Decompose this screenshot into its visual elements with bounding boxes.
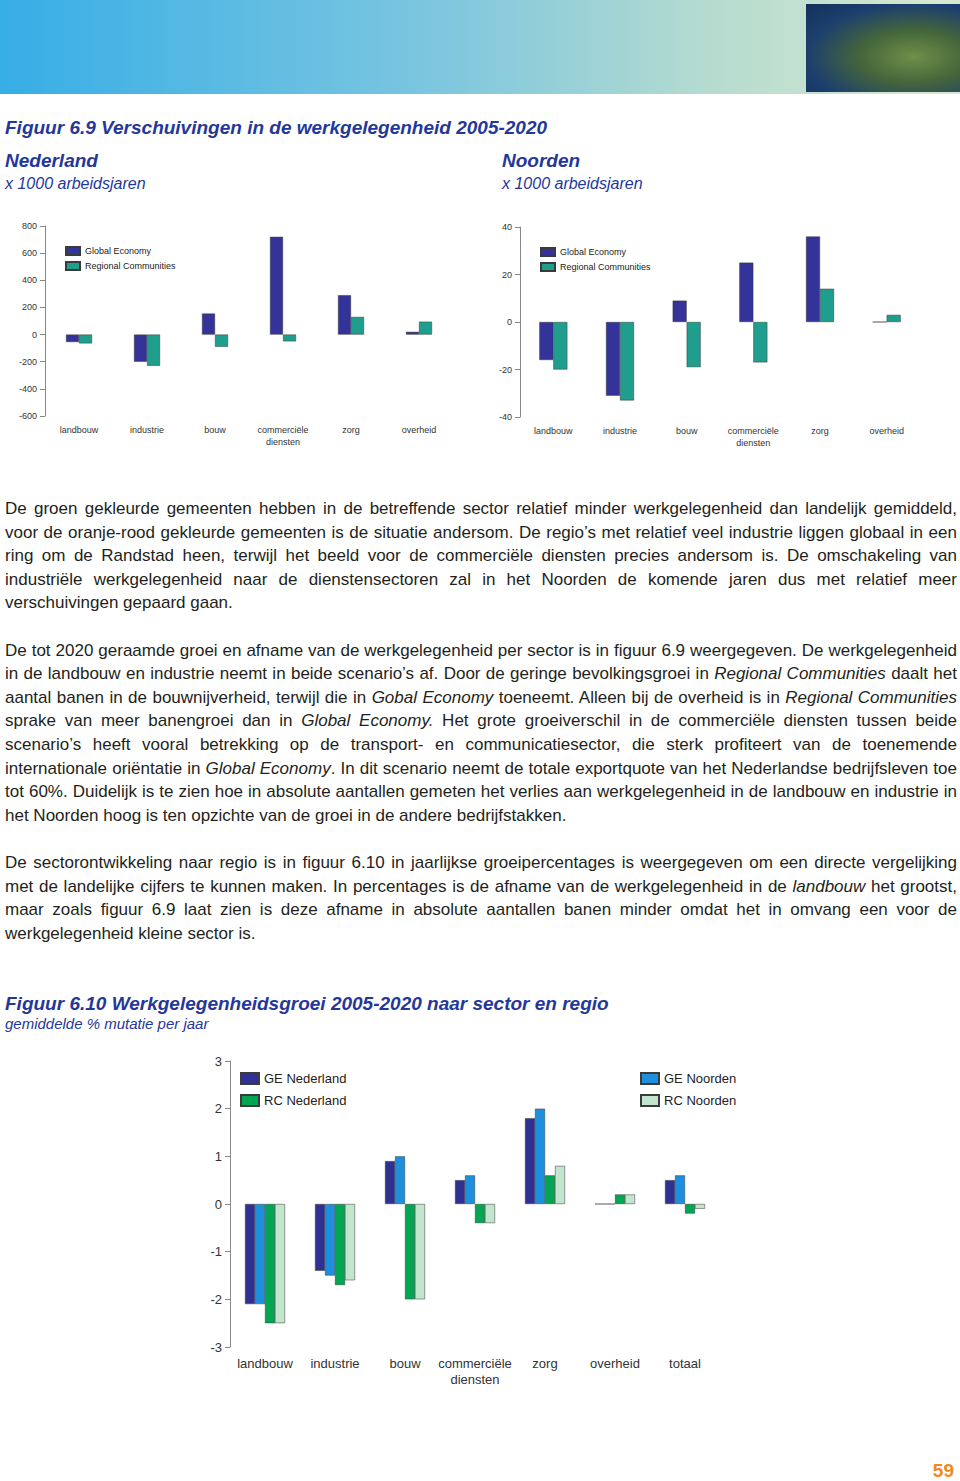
svg-text:bouw: bouw [389, 1356, 421, 1371]
svg-text:Global Economy: Global Economy [560, 247, 627, 257]
svg-text:600: 600 [22, 248, 37, 258]
html-text:59: 59 [932, 1460, 954, 1481]
svg-text:diensten: diensten [736, 438, 770, 448]
html-text:Noorden: Noorden [502, 150, 581, 171]
svg-text:bouw: bouw [676, 426, 698, 436]
svg-text:2: 2 [215, 1101, 222, 1116]
svg-text:GE Nederland: GE Nederland [264, 1071, 346, 1086]
svg-text:Regional Communities: Regional Communities [560, 262, 651, 272]
html-text:Figuur 6.10 Werkgelegenheidsgr: Figuur 6.10 Werkgelegenheidsgroei 2005-2… [5, 993, 609, 1014]
svg-text:RC Noorden: RC Noorden [664, 1093, 736, 1108]
svg-text:0: 0 [32, 330, 37, 340]
svg-text:-200: -200 [19, 357, 37, 367]
html-text:x 1000 arbeidsjaren: x 1000 arbeidsjaren [5, 175, 146, 192]
svg-text:overheid: overheid [402, 425, 437, 435]
svg-text:industrie: industrie [130, 425, 164, 435]
svg-text:totaal: totaal [669, 1356, 701, 1371]
html-text:Figuur 6.9 Verschuivingen in d: Figuur 6.9 Verschuivingen in de werkgele… [5, 117, 548, 138]
svg-text:200: 200 [22, 302, 37, 312]
svg-text:Regional Communities: Regional Communities [85, 261, 176, 271]
svg-text:commerciële: commerciële [728, 426, 779, 436]
svg-text:commerciële: commerciële [257, 425, 308, 435]
svg-text:zorg: zorg [342, 425, 360, 435]
svg-text:20: 20 [502, 270, 512, 280]
svg-text:diensten: diensten [450, 1372, 499, 1387]
html-text:gemiddelde % mutatie per jaar: gemiddelde % mutatie per jaar [5, 1015, 209, 1032]
svg-text:overheid: overheid [590, 1356, 640, 1371]
svg-text:0: 0 [507, 317, 512, 327]
svg-text:landbouw: landbouw [237, 1356, 293, 1371]
svg-text:RC Nederland: RC Nederland [264, 1093, 346, 1108]
svg-text:-1: -1 [210, 1244, 222, 1259]
html-text:x 1000 arbeidsjaren: x 1000 arbeidsjaren [502, 175, 643, 192]
svg-text:-400: -400 [19, 384, 37, 394]
svg-text:Global Economy: Global Economy [85, 246, 152, 256]
html-text:sprake van meer banengroei dan: sprake van meer banengroei dan in Global… [5, 711, 957, 825]
svg-text:3: 3 [215, 1054, 222, 1069]
html-text:De sectorontwikkeling naar reg: De sectorontwikkeling naar regio is in f… [5, 852, 957, 943]
svg-text:industrie: industrie [310, 1356, 359, 1371]
html-text:De groen gekleurde gemeenten h: De groen gekleurde gemeenten hebben in d… [5, 499, 957, 613]
svg-text:landbouw: landbouw [60, 425, 99, 435]
svg-text:-2: -2 [210, 1292, 222, 1307]
svg-text:diensten: diensten [266, 437, 300, 447]
svg-text:overheid: overheid [869, 426, 904, 436]
svg-text:800: 800 [22, 221, 37, 231]
svg-text:zorg: zorg [532, 1356, 557, 1371]
svg-text:40: 40 [502, 222, 512, 232]
svg-text:bouw: bouw [204, 425, 226, 435]
html-text:De tot 2020 geraamde groei en: De tot 2020 geraamde groei en afname van… [5, 640, 957, 707]
svg-text:landbouw: landbouw [534, 426, 573, 436]
html-text:Nederland: Nederland [5, 150, 98, 171]
svg-text:GE Noorden: GE Noorden [664, 1071, 736, 1086]
svg-text:-40: -40 [499, 412, 512, 422]
svg-text:-20: -20 [499, 365, 512, 375]
svg-text:1: 1 [215, 1149, 222, 1164]
svg-text:zorg: zorg [811, 426, 829, 436]
svg-text:0: 0 [215, 1197, 222, 1212]
svg-text:400: 400 [22, 275, 37, 285]
svg-text:-3: -3 [210, 1340, 222, 1355]
svg-text:commerciële: commerciële [438, 1356, 512, 1371]
svg-text:industrie: industrie [603, 426, 637, 436]
svg-text:-600: -600 [19, 411, 37, 421]
